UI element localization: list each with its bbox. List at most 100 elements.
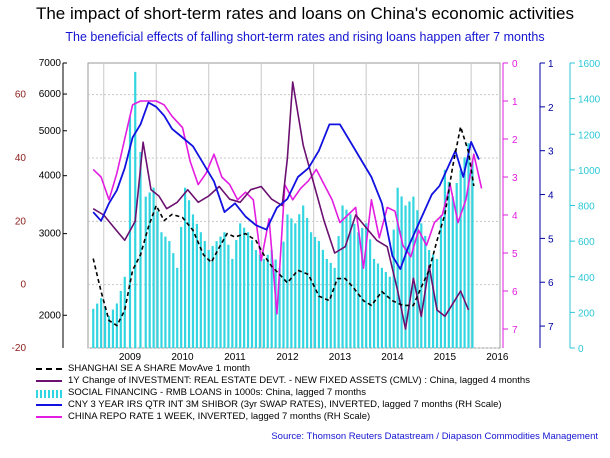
- legend-item-repo[interactable]: CHINA REPO RATE 1 WEEK, INVERTED, lagged…: [36, 411, 530, 423]
- social-financing-bar: [156, 211, 159, 348]
- left-outer-tick-label: 20: [15, 216, 27, 227]
- social-financing-bar: [250, 240, 254, 348]
- social-financing-bar: [400, 196, 403, 348]
- social-financing-bar: [317, 241, 321, 348]
- social-financing-bar: [107, 315, 111, 348]
- right-repo-tick-label: 1: [512, 97, 518, 108]
- social-financing-bar: [223, 232, 226, 348]
- social-financing-bar: [455, 182, 458, 348]
- right-shibor-tick-label: 3: [548, 147, 554, 158]
- social-financing-bar: [152, 187, 155, 348]
- legend-item-investment[interactable]: 1Y Change of INVESTMENT: REAL ESTATE DEV…: [36, 375, 530, 387]
- social-financing-bar: [341, 205, 344, 348]
- social-financing-bar: [246, 232, 250, 348]
- right-loans-tick-label: 1600: [578, 59, 601, 70]
- legend-item-shanghai[interactable]: SHANGHAI SE A SHARE MovAve 1 month: [36, 363, 530, 375]
- right-loans-tick-label: 400: [578, 273, 595, 284]
- x-tick-label: 2016: [486, 352, 509, 363]
- social-financing-bar: [160, 232, 163, 348]
- social-financing-bar: [321, 249, 324, 348]
- social-financing-bar: [404, 205, 407, 348]
- social-financing-bar: [459, 169, 462, 348]
- right-repo-tick-label: 2: [512, 135, 518, 146]
- legend: SHANGHAI SE A SHARE MovAve 1 month 1Y Ch…: [36, 363, 530, 423]
- social-financing-bar: [376, 263, 380, 348]
- social-financing-bar: [361, 227, 364, 348]
- chart-subtitle: The beneficial effects of falling short-…: [65, 30, 545, 44]
- social-financing-bar: [428, 250, 431, 348]
- social-financing-bar: [111, 309, 115, 348]
- right-shibor-tick-label: 4: [548, 191, 554, 202]
- social-financing-bar: [164, 236, 167, 348]
- social-financing-bar: [467, 143, 470, 348]
- social-financing-bar: [103, 306, 107, 348]
- social-financing-bar: [258, 254, 261, 348]
- social-financing-bar: [148, 192, 151, 348]
- left-inner-tick-label: 2000: [39, 310, 62, 321]
- legend-label-shibor: CNY 3 YEAR IRS QTR INT 3M SHIBOR (3yr SW…: [68, 399, 502, 410]
- social-financing-bar: [302, 205, 305, 348]
- x-tick-label: 2015: [434, 352, 457, 363]
- legend-item-social-financing[interactable]: SOCIAL FINANCING - RMB LOANS in 1000s: C…: [36, 387, 530, 399]
- left-inner-tick-label: 3000: [39, 229, 62, 240]
- social-financing-bar: [187, 200, 191, 348]
- social-financing-bar: [349, 214, 352, 348]
- x-tick-label: 2013: [329, 352, 352, 363]
- social-financing-bar: [443, 169, 446, 348]
- social-financing-bar: [396, 187, 399, 348]
- social-financing-bar: [203, 240, 206, 348]
- social-financing-bar: [134, 71, 137, 348]
- social-financing-bar: [451, 196, 454, 348]
- social-financing-bar: [231, 258, 234, 348]
- social-financing-bar: [313, 236, 317, 348]
- social-financing-bar: [215, 241, 218, 348]
- social-financing-bar: [392, 229, 395, 348]
- social-financing-bar: [239, 223, 242, 348]
- social-financing-bar: [388, 276, 391, 348]
- social-financing-bar: [365, 223, 368, 348]
- social-financing-bar: [139, 152, 142, 348]
- social-financing-bar: [183, 187, 187, 348]
- social-financing-bar: [168, 241, 171, 348]
- social-financing-bar: [278, 267, 281, 348]
- right-repo-tick-label: 4: [512, 211, 518, 222]
- legend-label-shanghai: SHANGHAI SE A SHARE MovAve 1 month: [68, 363, 250, 374]
- legend-swatch-shibor: [36, 400, 62, 410]
- social-financing-bar: [191, 214, 195, 348]
- legend-swatch-repo: [36, 412, 62, 422]
- social-financing-bar: [431, 254, 435, 348]
- shibor-series-line: [92, 101, 480, 270]
- social-financing-bar: [207, 250, 210, 348]
- social-financing-bar: [243, 227, 246, 348]
- social-financing-bar: [199, 232, 202, 348]
- social-financing-bar: [100, 298, 103, 348]
- right-loans-tick-label: 0: [578, 344, 584, 355]
- social-financing-bar: [471, 162, 474, 348]
- social-financing-bar: [325, 258, 328, 348]
- right-shibor-tick-label: 1: [548, 59, 554, 70]
- repo-series-line: [92, 100, 483, 315]
- right-shibor-tick-label: 2: [548, 103, 554, 114]
- right-repo-tick-label: 0: [512, 59, 518, 70]
- right-loans-tick-label: 1200: [578, 130, 601, 141]
- social-financing-bar: [144, 196, 147, 348]
- investment-series-line: [92, 81, 470, 330]
- social-financing-bar: [92, 308, 95, 348]
- social-financing-bar: [96, 303, 99, 348]
- right-shibor-tick-label: 5: [548, 234, 554, 245]
- social-financing-bar: [408, 201, 411, 348]
- legend-label-repo: CHINA REPO RATE 1 WEEK, INVERTED, lagged…: [68, 411, 371, 422]
- legend-item-shibor[interactable]: CNY 3 YEAR IRS QTR INT 3M SHIBOR (3yr SW…: [36, 399, 530, 411]
- social-financing-bar: [294, 223, 297, 348]
- right-loans-tick-label: 600: [578, 237, 595, 248]
- social-financing-bar: [439, 215, 443, 348]
- social-financing-bar: [180, 226, 183, 348]
- right-loans-tick-label: 1000: [578, 166, 601, 177]
- social-financing-bar: [282, 241, 285, 348]
- left-outer-tick-label: 60: [15, 90, 27, 101]
- legend-swatch-investment: [36, 376, 62, 386]
- social-financing-bar: [329, 262, 332, 348]
- left-outer-tick-label: 0: [20, 280, 26, 291]
- social-financing-bar: [235, 240, 238, 348]
